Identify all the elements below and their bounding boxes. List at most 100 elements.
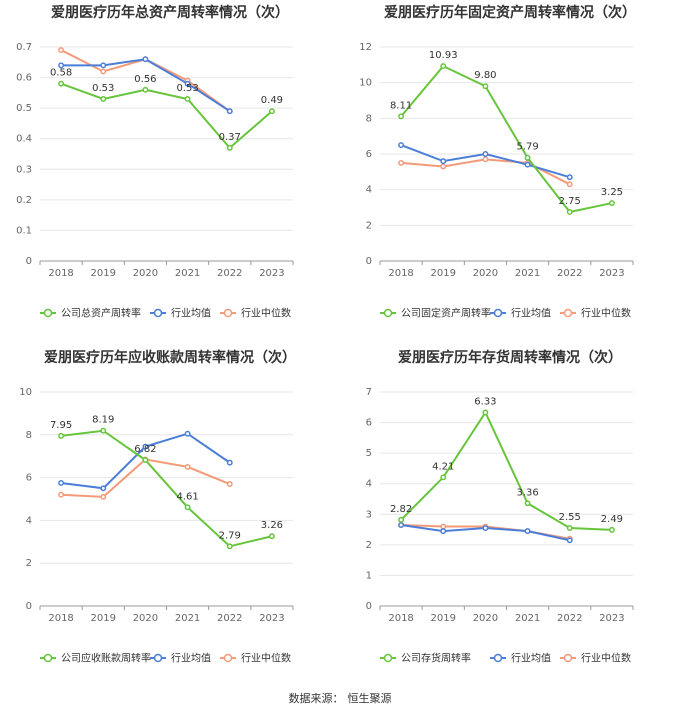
data-label: 0.56 bbox=[134, 74, 156, 85]
y-tick-label: 6 bbox=[366, 418, 372, 429]
legend-marker bbox=[153, 308, 163, 318]
company-series-line bbox=[400, 64, 613, 214]
legend-label[interactable]: 行业均值 bbox=[511, 652, 551, 665]
legend-label[interactable]: 公司存货周转率 bbox=[401, 652, 471, 665]
data-label: 0.53 bbox=[176, 83, 198, 94]
legend-label[interactable]: 行业中位数 bbox=[581, 307, 631, 320]
industry-avg-series-point bbox=[482, 525, 489, 531]
company-series-point bbox=[524, 500, 531, 507]
y-tick-label: 0.4 bbox=[16, 134, 32, 145]
y-tick-label: 8 bbox=[26, 430, 32, 441]
x-tick-label: 2020 bbox=[133, 268, 158, 279]
x-tick-label: 2022 bbox=[217, 613, 242, 624]
company-series-line bbox=[60, 429, 273, 548]
industry-avg-series-point bbox=[226, 459, 233, 466]
legend-marker bbox=[43, 653, 53, 663]
legend-label[interactable]: 公司应收账款周转率 bbox=[61, 652, 151, 665]
y-tick-label: 0 bbox=[366, 601, 372, 612]
y-tick-label: 4 bbox=[366, 479, 372, 490]
data-label: 0.37 bbox=[219, 132, 241, 143]
y-tick-label: 0.1 bbox=[16, 225, 32, 236]
legend-label[interactable]: 行业均值 bbox=[171, 652, 211, 665]
y-tick-label: 8 bbox=[366, 113, 372, 124]
data-label: 2.82 bbox=[390, 504, 412, 515]
y-tick-label: 0.5 bbox=[16, 103, 32, 114]
legend-label[interactable]: 公司总资产周转率 bbox=[61, 307, 141, 320]
legend-marker bbox=[493, 653, 503, 663]
chart-title: 爱朋医疗历年总资产周转率情况（次） bbox=[51, 5, 289, 21]
company-series-point bbox=[268, 108, 275, 115]
x-tick-label: 2020 bbox=[473, 268, 498, 279]
legend-label[interactable]: 公司固定资产周转率 bbox=[401, 307, 491, 320]
company-series-point bbox=[100, 427, 107, 434]
chart-panel-fixed-asset-turnover: 爱朋医疗历年固定资产周转率情况（次） 0 2 4 6 8 10 12 2018 2019 2020… bbox=[340, 0, 680, 345]
legend-label[interactable]: 行业均值 bbox=[511, 307, 551, 320]
company-series-point bbox=[398, 516, 405, 523]
chart-svg: 0 0.1 0.2 0.3 0.4 0.5 0.6 0.7 2018 2019 2020 2021 20… bbox=[16, 42, 294, 320]
y-tick-label: 0 bbox=[366, 256, 372, 267]
industry-median-series-point bbox=[100, 68, 107, 75]
y-tick-label: 0.6 bbox=[16, 73, 32, 84]
chart-svg: 0 2 4 6 8 10 2018 2019 2020 2021 2022 2023 7.95 8.19 6… bbox=[19, 387, 294, 665]
company-series-point bbox=[100, 96, 107, 102]
data-label: 3.36 bbox=[516, 487, 538, 498]
company-series-point bbox=[398, 113, 405, 120]
y-tick-label: 10 bbox=[359, 78, 372, 89]
y-tick-label: 0.3 bbox=[16, 164, 32, 175]
company-series-point bbox=[482, 409, 489, 416]
industry-median-series-point bbox=[566, 181, 573, 188]
industry-avg-series-point bbox=[184, 430, 191, 437]
company-series-point bbox=[608, 526, 615, 533]
industry-avg-series-line bbox=[61, 58, 231, 113]
x-tick-label: 2023 bbox=[599, 613, 624, 624]
data-label: 4.21 bbox=[432, 461, 454, 472]
legend-marker bbox=[223, 653, 233, 663]
industry-avg-series-point bbox=[524, 528, 531, 535]
legend-label[interactable]: 行业均值 bbox=[171, 307, 211, 320]
legend-label[interactable]: 行业中位数 bbox=[241, 307, 291, 320]
industry-avg-series-point bbox=[142, 443, 149, 450]
data-label: 2.49 bbox=[601, 514, 623, 525]
company-series-line bbox=[400, 410, 612, 531]
legend-marker bbox=[493, 308, 503, 318]
data-label: 9.80 bbox=[474, 70, 496, 81]
x-tick-label: 2021 bbox=[515, 268, 540, 279]
industry-median-series-point bbox=[440, 163, 447, 170]
industry-avg-series-point bbox=[100, 485, 107, 492]
y-tick-label: 4 bbox=[26, 515, 32, 526]
industry-avg-series-point bbox=[566, 174, 573, 181]
company-series-point bbox=[268, 533, 275, 540]
data-label: 5.79 bbox=[516, 142, 538, 153]
data-label: 4.61 bbox=[176, 491, 198, 502]
data-label: 8.19 bbox=[92, 415, 114, 426]
x-tick-label: 2022 bbox=[557, 268, 582, 279]
chart-title: 爱朋医疗历年存货周转率情况（次） bbox=[398, 350, 622, 366]
y-tick-label: 2 bbox=[366, 220, 372, 231]
x-tick-label: 2019 bbox=[431, 613, 456, 624]
legend-marker bbox=[383, 653, 393, 663]
x-tick-label: 2022 bbox=[217, 268, 242, 279]
legend-marker bbox=[43, 308, 53, 318]
data-label: 2.55 bbox=[559, 512, 581, 523]
x-tick-label: 2021 bbox=[175, 613, 200, 624]
company-series-point bbox=[58, 80, 65, 87]
chart-title: 爱朋医疗历年固定资产周转率情况（次） bbox=[384, 5, 636, 21]
chart-panel-receivables-turnover: 爱朋医疗历年应收账款周转率情况（次） 0 2 4 6 8 10 2018 2019 2020 20… bbox=[0, 345, 340, 690]
y-tick-label: 0.2 bbox=[16, 195, 32, 206]
x-tick-label: 2018 bbox=[48, 268, 73, 279]
legend-label[interactable]: 行业中位数 bbox=[241, 652, 291, 665]
data-label: 0.49 bbox=[261, 95, 283, 106]
company-series-point bbox=[142, 457, 149, 464]
data-source: 数据来源： 恒生聚源 bbox=[0, 690, 680, 706]
industry-avg-series-point bbox=[524, 161, 531, 168]
industry-median-series-point bbox=[58, 491, 65, 498]
industry-avg-series-point bbox=[184, 80, 191, 87]
company-series-point bbox=[440, 474, 447, 481]
data-label: 7.95 bbox=[50, 420, 72, 431]
data-label: 10.93 bbox=[429, 50, 458, 61]
x-tick-label: 2018 bbox=[388, 268, 413, 279]
company-series-point bbox=[566, 525, 573, 531]
chart-title: 爱朋医疗历年应收账款周转率情况（次） bbox=[44, 350, 296, 366]
legend-label[interactable]: 行业中位数 bbox=[581, 652, 631, 665]
x-tick-label: 2023 bbox=[599, 268, 624, 279]
